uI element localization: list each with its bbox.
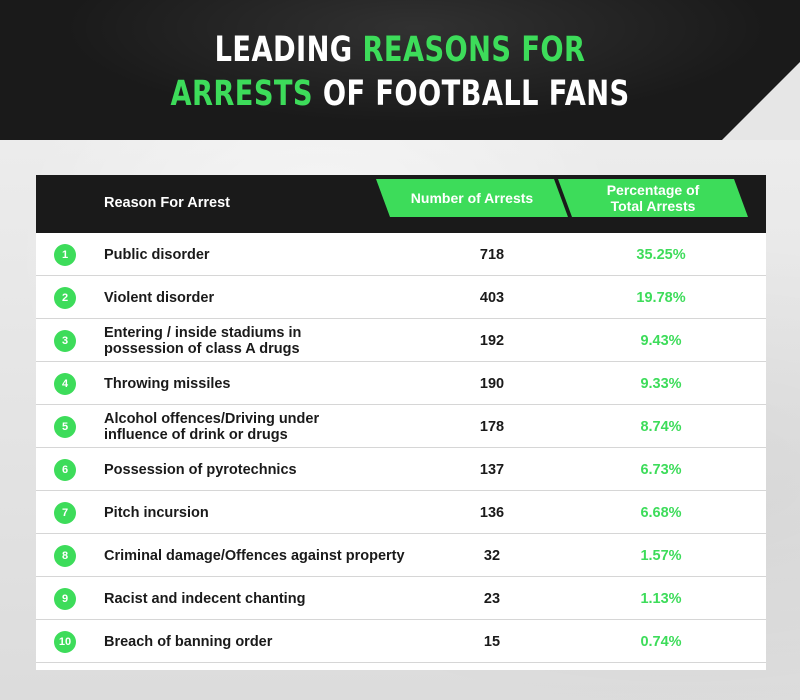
percentage-cell: 8.74% [640, 418, 682, 435]
table-row: 9 Racist and indecent chanting 23 1.13% [36, 577, 766, 620]
column-header-arrests: Number of Arrests [376, 179, 568, 217]
percentage-cell: 6.73% [640, 461, 682, 478]
percentage-cell: 35.25% [636, 246, 686, 263]
percentage-cell: 1.13% [640, 590, 682, 607]
percentage-cell: 9.33% [640, 375, 682, 392]
table-header: Reason For Arrest Number of Arrests Perc… [36, 175, 766, 233]
rank-badge: 3 [54, 330, 76, 352]
percentage-cell: 1.57% [640, 547, 682, 564]
reason-cell: Breach of banning order [104, 633, 273, 650]
arrests-cell: 136 [479, 504, 505, 521]
table-row: 7 Pitch incursion 136 6.68% [36, 491, 766, 534]
column-header-percentage: Percentage of Total Arrests [558, 179, 748, 217]
percentage-cell: 0.74% [640, 633, 682, 650]
rank-badge: 7 [54, 502, 76, 524]
arrests-cell: 32 [483, 547, 501, 564]
column-header-reason: Reason For Arrest [104, 195, 230, 211]
page-title: LEADING REASONS FOR ARRESTS OF FOOTBALL … [88, 28, 712, 116]
percentage-cell: 19.78% [636, 289, 686, 306]
reason-cell: Racist and indecent chanting [104, 590, 306, 607]
arrests-cell: 190 [479, 375, 505, 392]
reason-cell: Criminal damage/Offences against propert… [104, 547, 405, 564]
arrests-cell: 718 [479, 246, 505, 263]
reason-cell: Throwing missiles [104, 375, 231, 392]
rank-badge: 9 [54, 588, 76, 610]
rank-badge: 4 [54, 373, 76, 395]
arrests-cell: 137 [479, 461, 505, 478]
header-band [0, 0, 800, 140]
table-row: 5 Alcohol offences/Driving under influenc… [36, 405, 766, 448]
title-part-2: REASONS FOR [362, 30, 586, 70]
reason-cell: Violent disorder [104, 289, 215, 306]
title-part-4: OF FOOTBALL FANS [312, 74, 630, 114]
arrests-cell: 15 [483, 633, 501, 650]
reason-cell: Public disorder [104, 246, 210, 263]
title-part-1: LEADING [214, 30, 363, 70]
title-part-3: ARRESTS [170, 74, 313, 114]
table-row: 1 Public disorder 718 35.25% [36, 233, 766, 276]
rank-badge: 1 [54, 244, 76, 266]
table-row: 6 Possession of pyrotechnics 137 6.73% [36, 448, 766, 491]
reason-cell: Entering / inside stadiums in possession… [104, 324, 302, 357]
rank-badge: 2 [54, 287, 76, 309]
table-row: 10 Breach of banning order 15 0.74% [36, 620, 766, 663]
reason-cell: Possession of pyrotechnics [104, 461, 297, 478]
arrests-cell: 192 [479, 332, 505, 349]
rank-badge: 5 [54, 416, 76, 438]
rank-badge: 10 [54, 631, 76, 653]
table-row: 4 Throwing missiles 190 9.33% [36, 362, 766, 405]
reason-cell: Pitch incursion [104, 504, 209, 521]
rank-badge: 6 [54, 459, 76, 481]
column-header-percentage-label: Percentage of Total Arrests [606, 182, 700, 214]
arrests-cell: 23 [483, 590, 501, 607]
table-row: 2 Violent disorder 403 19.78% [36, 276, 766, 319]
percentage-cell: 6.68% [640, 504, 682, 521]
reason-cell: Alcohol offences/Driving under influence… [104, 410, 320, 443]
percentage-cell: 9.43% [640, 332, 682, 349]
arrests-table: Reason For Arrest Number of Arrests Perc… [36, 175, 766, 670]
table-row: 8 Criminal damage/Offences against proper… [36, 534, 766, 577]
rank-badge: 8 [54, 545, 76, 567]
table-row: 3 Entering / inside stadiums in possessio… [36, 319, 766, 362]
arrests-cell: 178 [479, 418, 505, 435]
arrests-cell: 403 [479, 289, 505, 306]
